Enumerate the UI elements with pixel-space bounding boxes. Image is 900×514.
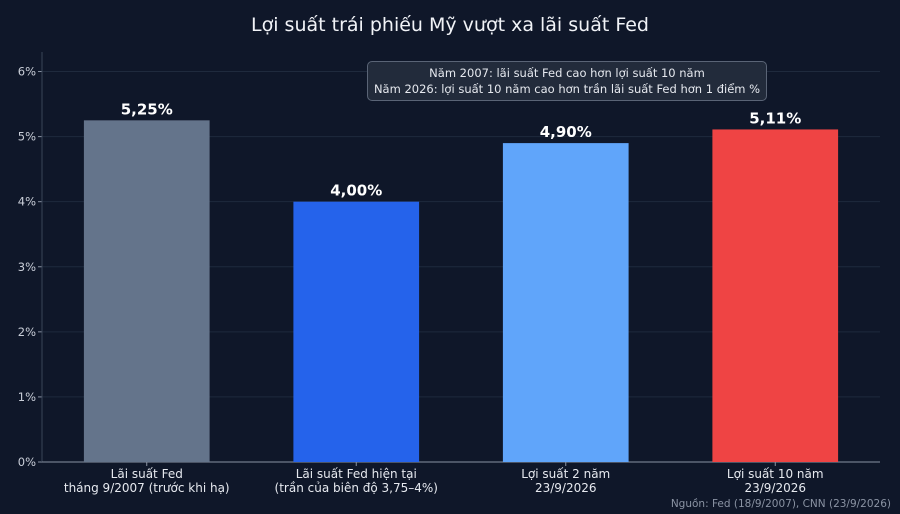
bar: [502, 143, 629, 462]
x-tick-label: Lợi suất 10 năm: [727, 467, 824, 481]
y-tick-label: 1%: [18, 390, 36, 404]
y-tick-label: 6%: [18, 65, 36, 79]
source-note: Nguồn: Fed (18/9/2007), CNN (23/9/2026): [670, 498, 891, 510]
x-tick-label: Lợi suất 2 năm: [521, 467, 610, 481]
x-tick-label: Lãi suất Fed: [111, 467, 183, 481]
bar: [712, 129, 839, 462]
bar: [83, 120, 210, 462]
y-tick-label: 4%: [18, 195, 36, 209]
x-tick-label: 23/9/2026: [535, 481, 597, 495]
annotation-line-1: Năm 2007: lãi suất Fed cao hơn lợi suất …: [429, 66, 705, 80]
chart-title: Lợi suất trái phiếu Mỹ vượt xa lãi suất …: [251, 14, 649, 36]
data-label: 4,00%: [330, 182, 382, 200]
x-tick-label: 23/9/2026: [744, 481, 806, 495]
data-label: 5,25%: [121, 100, 173, 118]
x-tick-label: (trần của biên độ 3,75–4%): [275, 481, 438, 495]
y-tick-label: 2%: [18, 325, 36, 339]
y-tick-label: 3%: [18, 260, 36, 274]
annotation-box: Năm 2007: lãi suất Fed cao hơn lợi suất …: [367, 61, 767, 101]
data-label: 5,11%: [749, 109, 801, 127]
x-tick-label: Lãi suất Fed hiện tại: [296, 467, 417, 481]
y-tick-label: 0%: [18, 455, 36, 469]
y-tick-label: 5%: [18, 130, 36, 144]
bar: [293, 201, 420, 462]
annotation-line-2: Năm 2026: lợi suất 10 năm cao hơn trần l…: [373, 82, 761, 96]
x-tick-label: tháng 9/2007 (trước khi hạ): [64, 481, 230, 495]
data-label: 4,90%: [540, 123, 592, 141]
